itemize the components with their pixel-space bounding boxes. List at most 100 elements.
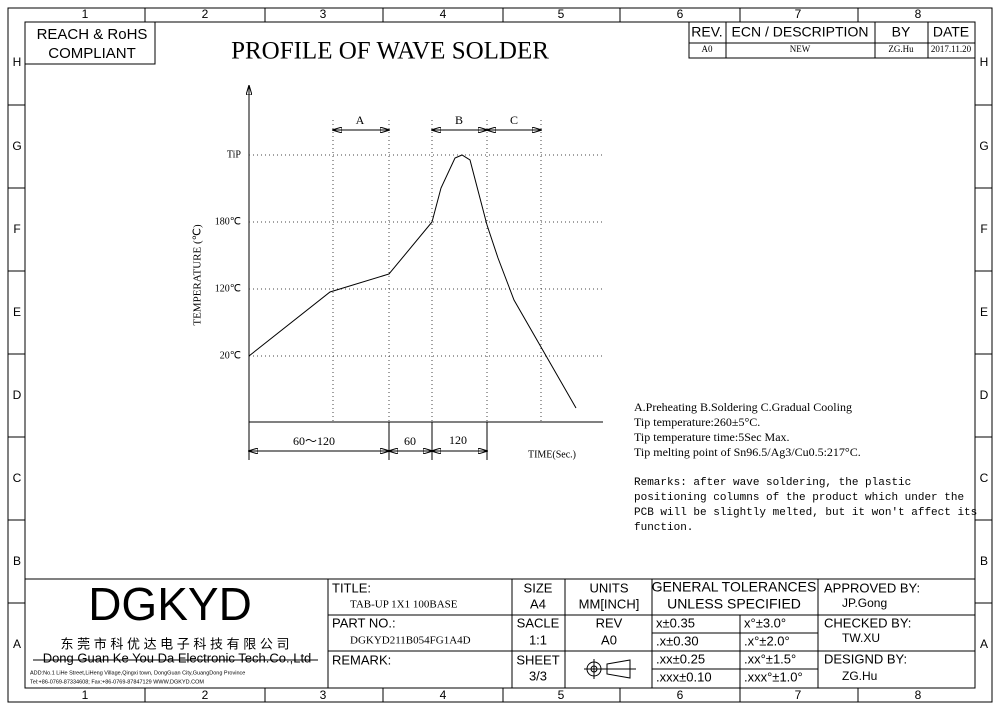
- row-label: F: [980, 222, 987, 236]
- row-label: C: [980, 471, 989, 485]
- field-label: UNITS: [590, 580, 629, 595]
- temperature-label: 180℃: [215, 216, 241, 227]
- revision-table-line: [688, 21, 976, 59]
- company-address: ADD:No.1 LiHe Street,LiHeng Village,Qing…: [30, 670, 245, 676]
- row-label: E: [13, 305, 21, 319]
- note-line: Tip melting point of Sn96.5/Ag3/Cu0.5:21…: [634, 445, 861, 459]
- note-line: Tip temperature time:5Sec Max.: [634, 430, 790, 444]
- title-block: [25, 578, 975, 688]
- field-value: A0: [601, 632, 617, 647]
- row-label: G: [979, 139, 988, 153]
- field-value: TAB-UP 1X1 100BASE: [350, 599, 458, 611]
- field-label: REV: [596, 615, 623, 630]
- field-label: TITLE:: [332, 580, 371, 595]
- notes: A.Preheating B.Soldering C.Gradual Cooli…: [634, 400, 861, 459]
- row-label: H: [980, 55, 989, 69]
- rev-header: BY: [892, 24, 911, 40]
- compliance-text: REACH & RoHS: [37, 26, 148, 43]
- field-label: APPROVED BY:: [824, 580, 920, 595]
- tolerance-cell: .x°±2.0°: [744, 633, 790, 648]
- projection-symbol: [584, 659, 636, 679]
- revision-table: REV. ECN / DESCRIPTION BY DATE A0 NEW ZG…: [688, 21, 976, 59]
- note-line: A.Preheating B.Soldering C.Gradual Cooli…: [634, 400, 852, 414]
- row-label: F: [13, 222, 20, 236]
- temperature-label: TiP: [227, 149, 242, 160]
- duration-label: 60～120: [293, 434, 335, 448]
- remark-line: Remarks: after wave soldering, the plast…: [634, 477, 911, 489]
- remarks: Remarks: after wave soldering, the plast…: [634, 477, 977, 534]
- field-label: REMARK:: [332, 652, 391, 667]
- field-value: ZG.Hu: [842, 669, 877, 683]
- temperature-label: 20℃: [220, 350, 241, 361]
- field-value: A4: [530, 596, 546, 611]
- rev-header: ECN / DESCRIPTION: [732, 24, 869, 40]
- compliance-box: REACH & RoHS COMPLIANT: [24, 21, 156, 65]
- rev-cell: 2017.11.20: [931, 44, 972, 54]
- y-axis-label: TEMPERATURE (℃): [192, 224, 204, 326]
- tolerance-cell: .xxx±0.10: [656, 669, 712, 684]
- duration-dimensions: [249, 422, 487, 460]
- row-label: B: [980, 554, 988, 568]
- phase-label: C: [510, 113, 518, 127]
- tolerance-cell: x±0.35: [656, 615, 695, 630]
- column-label: 7: [795, 7, 802, 21]
- field-label: SIZE: [524, 580, 553, 595]
- frame: [7, 7, 993, 703]
- column-label: 1: [82, 7, 89, 21]
- column-label: 3: [320, 7, 327, 21]
- profile-curve: [248, 154, 577, 409]
- field-value: MM[INCH]: [579, 596, 640, 611]
- temperature-label: 120℃: [215, 283, 241, 294]
- tolerance-title: GENERAL TOLERANCES: [652, 579, 817, 595]
- company-en: Dong Guan Ke You Da Electronic Tech.Co.,…: [43, 650, 312, 665]
- rev-cell: ZG.Hu: [888, 44, 914, 54]
- field-value: 1:1: [529, 632, 547, 647]
- note-line: Tip temperature:260±5°C.: [634, 415, 760, 429]
- frame-line: [24, 21, 976, 689]
- field-value: JP.Gong: [842, 596, 887, 610]
- row-label: D: [980, 388, 989, 402]
- column-label: 6: [677, 688, 684, 702]
- phase-label: A: [356, 113, 365, 127]
- field-label: CHECKED BY:: [824, 615, 911, 630]
- tolerance-cell: .x±0.30: [656, 633, 699, 648]
- tolerance-cell: x°±3.0°: [744, 615, 786, 630]
- drawing-title: PROFILE OF WAVE SOLDER: [231, 38, 549, 65]
- rev-header: REV.: [691, 24, 722, 40]
- compliance-box-line: [24, 21, 156, 65]
- row-label: B: [13, 554, 21, 568]
- remark-line: PCB will be slightly melted, but it won'…: [634, 507, 977, 519]
- column-label: 5: [558, 688, 565, 702]
- x-axis-label: TIME(Sec.): [528, 449, 576, 460]
- column-label: 4: [440, 688, 447, 702]
- profile-graph: A B C TiP 180℃ 120℃ 20℃ TEMPERATURE (℃) …: [192, 86, 603, 460]
- row-label: A: [980, 637, 988, 651]
- field-label: SHEET: [516, 652, 559, 667]
- row-label: A: [13, 637, 21, 651]
- field-label: SACLE: [517, 615, 560, 630]
- rev-header: DATE: [933, 24, 969, 40]
- field-value: DGKYD211B054FG1A4D: [350, 635, 471, 647]
- compliance-text: COMPLIANT: [48, 45, 136, 62]
- rev-cell: NEW: [790, 44, 811, 54]
- row-label: C: [13, 471, 22, 485]
- row-label: H: [13, 55, 22, 69]
- duration-label: 60: [404, 434, 416, 448]
- guide-lines: [249, 120, 603, 422]
- field-label: DESIGND BY:: [824, 651, 907, 666]
- border-labels: 1 1 2 2 3 3 4 4 5 5 6 6 7 7 8 8 H H G G F F E E D D C C B B A A: [8, 7, 992, 702]
- tolerance-title: UNLESS SPECIFIED: [667, 596, 801, 612]
- phase-label: B: [455, 113, 463, 127]
- column-label: 7: [795, 688, 802, 702]
- duration-label: 120: [449, 433, 467, 447]
- column-label: 2: [202, 7, 209, 21]
- remark-line: function.: [634, 522, 693, 534]
- tolerance-cell: .xx°±1.5°: [744, 651, 796, 666]
- tolerance-cell: .xx±0.25: [656, 651, 705, 666]
- column-label: 8: [915, 688, 922, 702]
- tolerance-table: x±0.35 x°±3.0° .x±0.30 .x°±2.0° .xx±0.25 .xx°…: [656, 615, 803, 684]
- column-label: 8: [915, 7, 922, 21]
- column-label: 3: [320, 688, 327, 702]
